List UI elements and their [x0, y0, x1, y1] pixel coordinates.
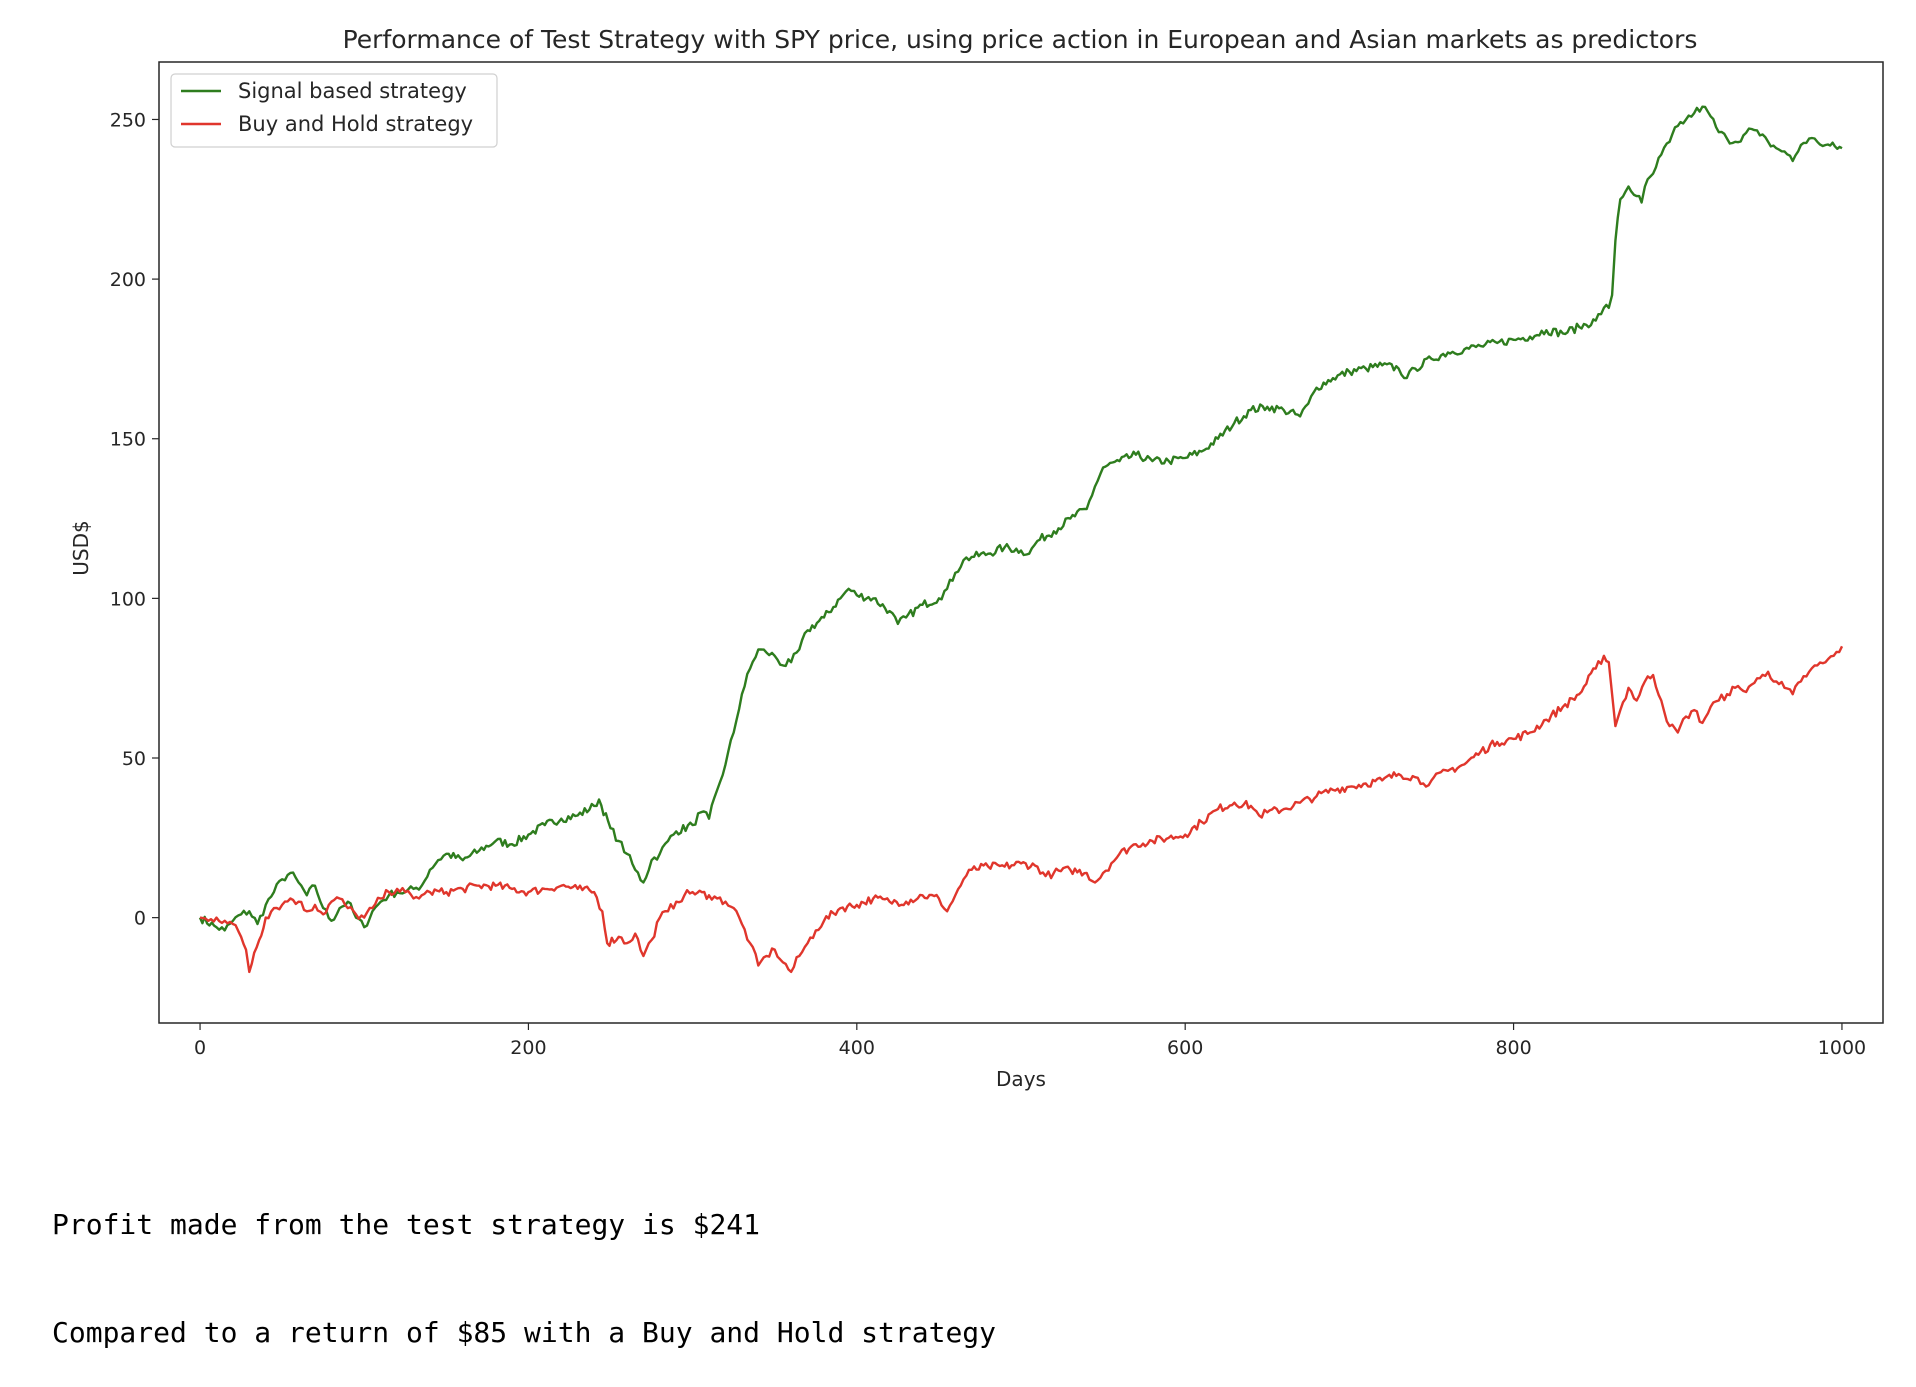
cell-output: Profit made from the test strategy is $2…	[52, 1135, 996, 1387]
x-tick-label: 400	[839, 1037, 875, 1059]
axes: 0 200 400 600 800 1000 0 50 100 150 200 250	[110, 109, 1866, 1059]
chart-figure: Performance of Test Strategy with SPY pr…	[69, 25, 1884, 1091]
y-tick-label: 150	[110, 429, 146, 451]
legend: Signal based strategy Buy and Hold strat…	[170, 73, 498, 148]
x-tick-label: 0	[194, 1037, 206, 1059]
y-tick-label: 50	[122, 748, 146, 770]
y-tick-label: 100	[110, 588, 146, 610]
x-tick-label: 800	[1495, 1037, 1531, 1059]
plot-area-frame	[158, 61, 1884, 1024]
y-tick-label: 200	[110, 269, 146, 291]
series-line-buy-hold	[199, 645, 1844, 974]
chart-svg: Performance of Test Strategy with SPY pr…	[69, 25, 1884, 1091]
chart-title: Performance of Test Strategy with SPY pr…	[343, 25, 1698, 54]
x-axis-label: Days	[996, 1067, 1046, 1091]
output-line-profit: Profit made from the test strategy is $2…	[52, 1208, 761, 1241]
x-tick-label: 1000	[1818, 1037, 1866, 1059]
x-tick-label: 600	[1167, 1037, 1203, 1059]
legend-box	[170, 73, 498, 148]
y-tick-label: 250	[110, 109, 146, 131]
y-tick-label: 0	[134, 908, 146, 930]
x-tick-label: 200	[510, 1037, 546, 1059]
series-lines	[198, 105, 1844, 974]
output-line-comparison: Compared to a return of $85 with a Buy a…	[52, 1316, 997, 1349]
legend-label-signal: Signal based strategy	[238, 79, 467, 103]
y-axis-label: USD$	[69, 520, 93, 575]
legend-label-buy-hold: Buy and Hold strategy	[238, 112, 473, 136]
series-line-signal	[198, 105, 1843, 932]
